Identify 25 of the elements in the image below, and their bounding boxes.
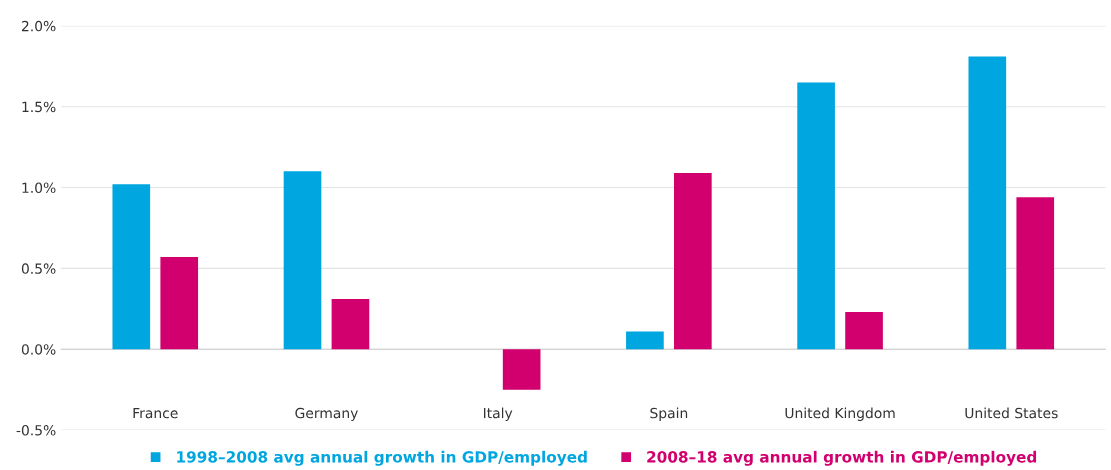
y-tick-label: 1.5% xyxy=(22,101,56,113)
bar xyxy=(845,312,883,350)
y-tick-label: -0.5% xyxy=(16,425,56,436)
legend-label: 1998–2008 avg annual growth in GDP/employed xyxy=(177,450,587,466)
bar xyxy=(112,184,151,350)
x-tick-label: United Kingdom xyxy=(785,407,895,421)
x-tick-label: Germany xyxy=(295,407,358,421)
bar xyxy=(968,56,1007,350)
bar xyxy=(1016,197,1055,350)
y-tick-label: 0.5% xyxy=(21,263,56,274)
y-tick-label: 0.0% xyxy=(21,344,56,355)
y-tick-label: 2.0% xyxy=(21,20,56,32)
x-tick-label: France xyxy=(133,407,178,419)
bar xyxy=(674,172,712,350)
bar xyxy=(283,171,322,350)
legend-label: 2008–18 avg annual growth in GDP/employed xyxy=(647,450,1037,466)
bar xyxy=(797,82,835,350)
x-tick-label: Spain xyxy=(650,407,688,421)
bar xyxy=(331,299,370,350)
y-tick-label: 1.0% xyxy=(22,182,56,193)
x-tick-label: Italy xyxy=(483,407,513,421)
bar xyxy=(160,257,199,350)
x-tick-label: United States xyxy=(965,407,1058,419)
bar xyxy=(626,331,664,350)
bar xyxy=(502,349,541,390)
